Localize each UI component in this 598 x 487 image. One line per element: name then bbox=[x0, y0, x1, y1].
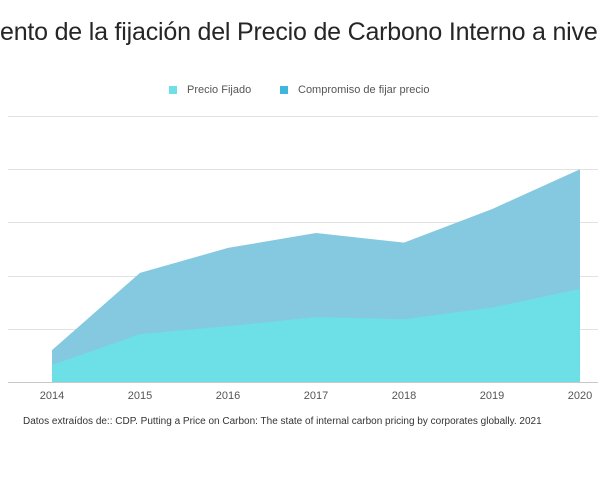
x-tick-label: 2017 bbox=[304, 390, 328, 402]
x-tick-label: 2018 bbox=[392, 390, 416, 402]
legend-item-precio-fijado: Precio Fijado bbox=[169, 84, 251, 96]
x-tick-label: 2016 bbox=[216, 390, 240, 402]
x-tick-label: 2014 bbox=[40, 390, 64, 402]
legend-item-compromiso: Compromiso de fijar precio bbox=[280, 84, 429, 96]
legend-label-compromiso: Compromiso de fijar precio bbox=[298, 84, 430, 96]
area-series-precio-fijado bbox=[52, 288, 580, 382]
x-tick-label: 2020 bbox=[568, 390, 592, 402]
legend-swatch-compromiso bbox=[280, 86, 288, 94]
source-note: Datos extraídos de:: CDP. Putting a Pric… bbox=[23, 416, 542, 427]
x-tick-label: 2015 bbox=[128, 390, 152, 402]
x-tick-label: 2019 bbox=[480, 390, 504, 402]
legend-label-precio-fijado: Precio Fijado bbox=[187, 84, 252, 96]
legend-swatch-precio-fijado bbox=[169, 86, 177, 94]
chart-title: ento de la fijación del Precio de Carbon… bbox=[0, 18, 598, 46]
legend: Precio Fijado Compromiso de fijar precio bbox=[0, 84, 598, 100]
